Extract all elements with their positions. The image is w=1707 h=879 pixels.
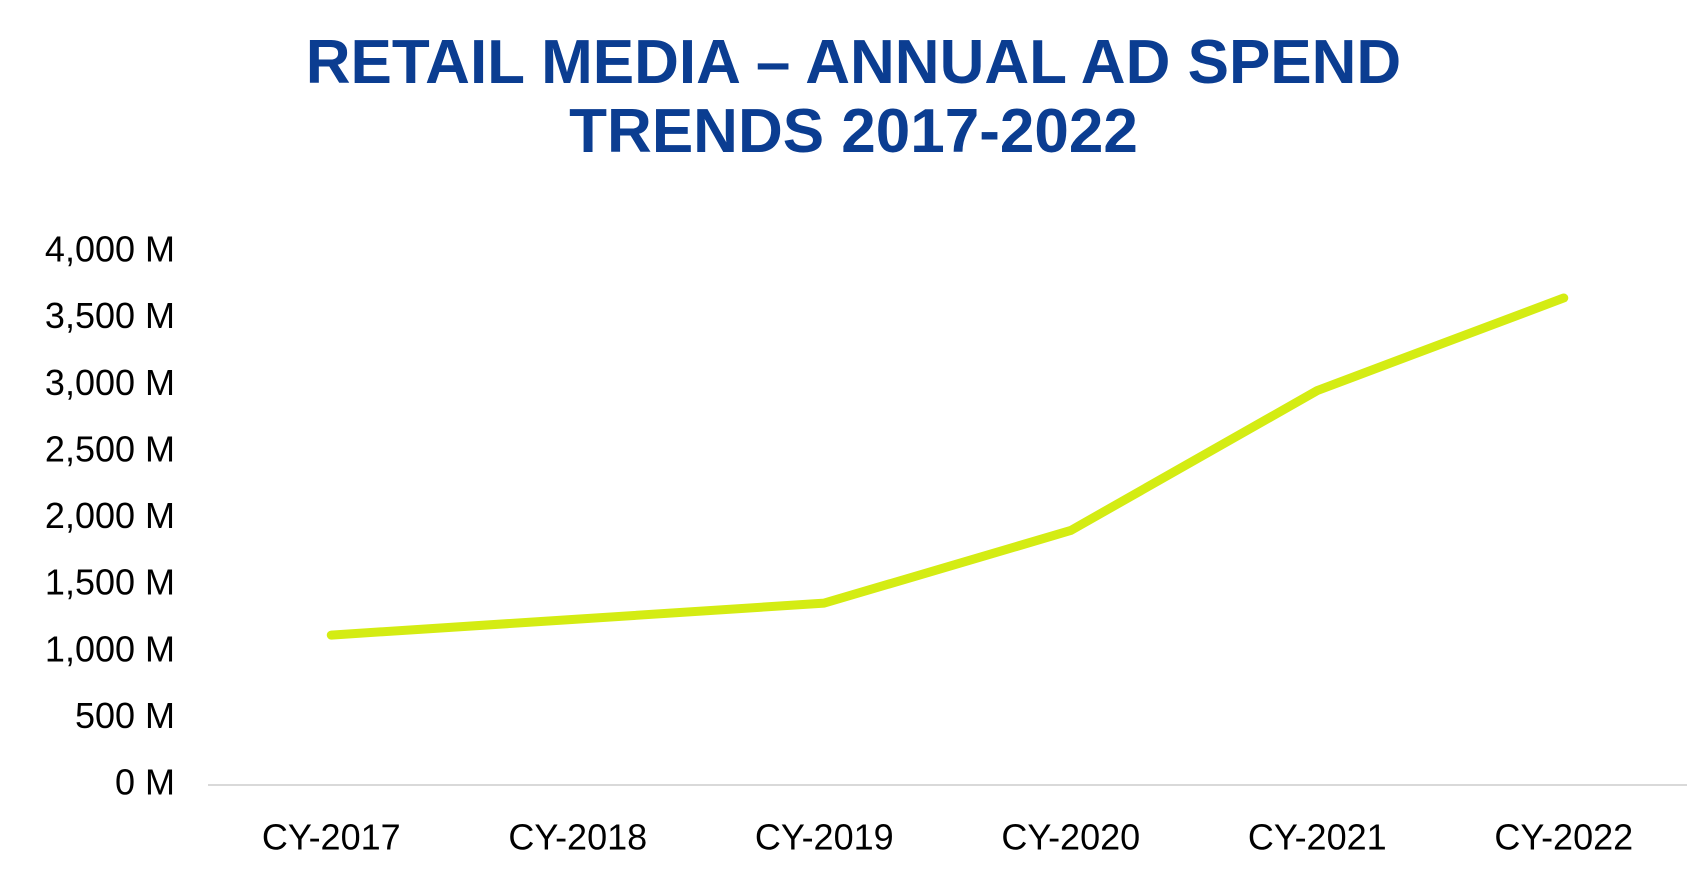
chart-title-line-1: RETAIL MEDIA – ANNUAL AD SPEND [305,28,1402,97]
x-tick-label: CY-2020 [1001,817,1140,858]
y-tick-label: 4,000 M [45,229,175,270]
y-tick-label: 0 M [115,762,175,803]
chart-title-line-2: TRENDS 2017-2022 [569,97,1138,167]
y-tick-label: 1,000 M [45,628,175,669]
y-tick-label: 2,500 M [45,428,175,469]
x-tick-label: CY-2021 [1248,817,1387,858]
x-tick-label: CY-2022 [1494,817,1633,858]
series-line [326,293,1569,640]
y-tick-label: 2,000 M [45,495,175,536]
x-tick-label: CY-2019 [755,817,894,858]
y-tick-label: 3,500 M [45,295,175,336]
y-tick-label: 1,500 M [45,562,175,603]
y-tick-label: 500 M [75,695,175,736]
x-tick-label: CY-2018 [508,817,647,858]
y-tick-label: 3,000 M [45,362,175,403]
chart-title: RETAIL MEDIA – ANNUAL AD SPEND TRENDS 20… [0,28,1707,167]
x-tick-label: CY-2017 [262,817,401,858]
